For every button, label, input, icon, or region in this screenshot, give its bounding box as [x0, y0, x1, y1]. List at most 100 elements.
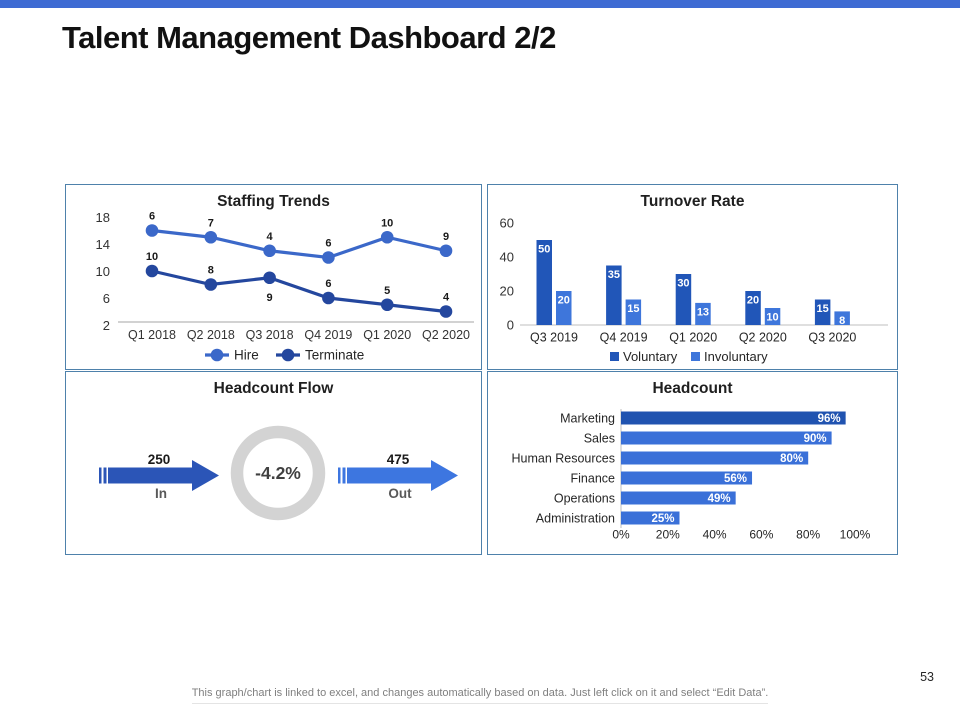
svg-text:96%: 96%	[818, 413, 841, 425]
staffing-trends-title: Staffing Trends	[217, 193, 330, 210]
series-involuntary: 20 15 13 10 8	[556, 291, 850, 327]
series-voluntary: 50 35 30 20 15	[536, 240, 831, 325]
svg-text:13: 13	[697, 306, 709, 318]
bar	[621, 411, 846, 425]
headcount-flow-chart[interactable]: Headcount Flow 250 In 475 Out -4.2%	[65, 371, 482, 555]
turnover-rate-chart[interactable]: Turnover Rate 60 40 20 0 50 35 30 20 15 20 15 13 10 8…	[487, 184, 898, 370]
bar	[621, 471, 753, 485]
svg-text:8: 8	[208, 265, 214, 277]
svg-text:25%: 25%	[651, 513, 674, 525]
bar-legend: Voluntary Involuntary	[610, 349, 768, 364]
bar	[675, 274, 692, 325]
bar	[606, 265, 622, 325]
data-point-marker	[145, 224, 159, 237]
svg-text:475: 475	[387, 452, 410, 467]
staffing-trends-chart[interactable]: Staffing Trends 18 14 10 6 2 Q1 2018 Q2 2018 Q3…	[65, 184, 482, 370]
svg-text:9: 9	[443, 231, 449, 243]
bar	[834, 311, 850, 325]
svg-text:Voluntary: Voluntary	[623, 349, 678, 364]
svg-text:4: 4	[267, 231, 274, 243]
svg-text:20: 20	[500, 284, 514, 299]
line-legend: Hire Terminate	[205, 348, 364, 363]
legend-square-icon	[691, 352, 700, 361]
out-arrow-icon	[338, 460, 458, 491]
svg-text:100%: 100%	[840, 528, 871, 542]
svg-text:80%: 80%	[796, 528, 820, 542]
footer-note: This graph/chart is linked to excel, and…	[191, 687, 769, 704]
svg-text:40%: 40%	[703, 528, 727, 542]
turnover-rate-plot: 60 40 20 0 50 35 30 20 15 20 15 13 10 8 Q3 2019 Q4 2019…	[500, 216, 888, 364]
svg-text:6: 6	[103, 291, 110, 306]
svg-text:6: 6	[325, 238, 331, 250]
staffing-trends-plot: 18 14 10 6 2 Q1 2018 Q2 2018 Q3 2018 Q4 2019 Q1 2…	[96, 210, 474, 363]
svg-text:10: 10	[146, 251, 158, 263]
svg-text:15: 15	[817, 303, 829, 315]
svg-text:Out: Out	[388, 486, 412, 501]
svg-text:49%: 49%	[708, 493, 731, 505]
top-accent-bar	[0, 0, 960, 8]
bar	[621, 451, 809, 465]
page-title: Talent Management Dashboard 2/2	[62, 20, 556, 55]
data-point-marker	[380, 298, 394, 312]
bar	[764, 308, 781, 325]
headcount-plot: Marketing 96% Sales 90% Human Resources 80% Fi…	[511, 409, 871, 542]
svg-text:Q3 2020: Q3 2020	[808, 331, 856, 345]
headcount-chart[interactable]: Headcount Marketing 96% Sales 90% Human Reso…	[487, 371, 898, 555]
data-point-marker	[204, 230, 218, 244]
svg-text:Q2 2020: Q2 2020	[422, 328, 470, 342]
svg-text:Q2 2018: Q2 2018	[187, 328, 235, 342]
svg-text:Hire: Hire	[234, 348, 259, 363]
svg-text:0%: 0%	[612, 528, 630, 542]
bar	[536, 240, 552, 325]
svg-text:56%: 56%	[724, 473, 747, 485]
svg-text:8: 8	[839, 315, 845, 327]
headcount-flow-graphic: 250 In 475 Out -4.2%	[99, 425, 458, 521]
legend-marker-icon	[210, 348, 224, 362]
svg-text:Q1 2020: Q1 2020	[363, 328, 411, 342]
svg-text:2: 2	[103, 318, 110, 333]
data-point-marker	[145, 264, 159, 278]
svg-text:10: 10	[96, 264, 110, 279]
svg-text:250: 250	[148, 452, 171, 467]
svg-text:Sales: Sales	[584, 432, 615, 446]
turnover-rate-title: Turnover Rate	[640, 193, 745, 210]
svg-text:6: 6	[149, 211, 155, 223]
svg-text:7: 7	[208, 217, 214, 229]
svg-text:20%: 20%	[656, 528, 680, 542]
legend-marker-icon	[281, 348, 295, 362]
svg-text:30: 30	[677, 278, 689, 290]
svg-text:20: 20	[747, 295, 759, 307]
data-point-marker	[263, 244, 276, 258]
svg-text:Q3 2018: Q3 2018	[246, 328, 294, 342]
svg-text:Human Resources: Human Resources	[511, 452, 615, 466]
bar	[621, 431, 832, 445]
svg-text:15: 15	[627, 303, 639, 315]
data-point-marker	[322, 251, 335, 264]
svg-text:Finance: Finance	[571, 472, 616, 486]
svg-text:60: 60	[500, 216, 514, 231]
bar	[621, 511, 680, 525]
svg-text:Q1 2018: Q1 2018	[128, 328, 176, 342]
in-arrow-icon	[99, 460, 219, 491]
svg-text:5: 5	[384, 285, 390, 297]
data-point-marker	[439, 244, 453, 258]
svg-text:4: 4	[443, 292, 450, 304]
donut-ring-icon	[230, 425, 326, 521]
svg-text:In: In	[155, 486, 167, 501]
svg-text:Marketing: Marketing	[560, 412, 615, 426]
series-hire: 6 7 4 6 10 9	[145, 211, 453, 264]
svg-text:20: 20	[558, 295, 570, 307]
legend-square-icon	[610, 352, 619, 361]
headcount-title: Headcount	[652, 380, 733, 397]
data-point-marker	[439, 305, 453, 318]
svg-text:Q1 2020: Q1 2020	[669, 331, 717, 345]
bar	[556, 291, 572, 325]
svg-text:6: 6	[325, 278, 331, 290]
svg-text:Involuntary: Involuntary	[704, 349, 768, 364]
svg-text:Q3 2019: Q3 2019	[530, 331, 578, 345]
svg-text:35: 35	[608, 269, 620, 281]
page-number: 53	[920, 670, 934, 684]
bar	[814, 299, 831, 325]
svg-text:10: 10	[381, 217, 393, 229]
svg-text:50: 50	[538, 244, 550, 256]
